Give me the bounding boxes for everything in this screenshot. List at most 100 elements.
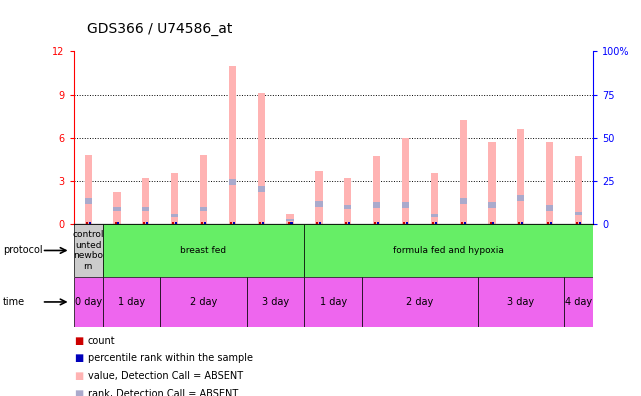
Bar (460, 120, 467, 224)
Text: formula fed and hypoxia: formula fed and hypoxia (394, 246, 504, 255)
Text: 3 day: 3 day (507, 297, 535, 307)
Bar (204, 222, 206, 224)
Bar (517, 195, 524, 201)
Bar (575, 212, 582, 215)
Bar (344, 205, 351, 209)
Bar (117, 222, 119, 224)
Text: rank, Detection Call = ABSENT: rank, Detection Call = ABSENT (88, 389, 238, 396)
Bar (579, 222, 581, 224)
Bar (319, 222, 321, 224)
Text: ■: ■ (74, 371, 83, 381)
Bar (517, 129, 524, 224)
Bar (550, 222, 552, 224)
Bar (317, 222, 319, 224)
Bar (304, 224, 593, 277)
Bar (171, 173, 178, 224)
Bar (258, 187, 265, 192)
Bar (432, 222, 434, 224)
Bar (406, 222, 408, 224)
Bar (86, 222, 88, 224)
Bar (521, 222, 523, 224)
Bar (262, 222, 263, 224)
Bar (373, 202, 380, 208)
Bar (287, 214, 294, 224)
Bar (344, 178, 351, 224)
Bar (172, 222, 174, 224)
Bar (247, 277, 304, 327)
Bar (171, 214, 178, 217)
Bar (290, 222, 292, 224)
Bar (115, 222, 117, 224)
Bar (229, 179, 236, 185)
Text: 2 day: 2 day (190, 297, 217, 307)
Bar (490, 222, 492, 224)
Text: 0 day: 0 day (74, 297, 102, 307)
Bar (374, 222, 376, 224)
Bar (431, 214, 438, 217)
Text: time: time (3, 297, 26, 307)
Text: value, Detection Call = ABSENT: value, Detection Call = ABSENT (88, 371, 243, 381)
Bar (403, 222, 405, 224)
Bar (144, 222, 146, 224)
Bar (142, 207, 149, 211)
Bar (373, 156, 380, 224)
Bar (315, 171, 322, 224)
Bar (230, 222, 232, 224)
Bar (85, 155, 92, 224)
Bar (488, 202, 495, 208)
Text: ■: ■ (74, 335, 83, 346)
Bar (546, 205, 553, 211)
Text: 1 day: 1 day (118, 297, 145, 307)
Bar (461, 222, 463, 224)
Text: percentile rank within the sample: percentile rank within the sample (88, 353, 253, 364)
Bar (88, 222, 90, 224)
Bar (547, 222, 549, 224)
Bar (258, 93, 265, 224)
Bar (146, 222, 148, 224)
Text: control
unted
newbo
rn: control unted newbo rn (72, 230, 104, 270)
Bar (229, 66, 236, 224)
Bar (463, 222, 465, 224)
Bar (492, 222, 494, 224)
Bar (478, 277, 564, 327)
Bar (200, 155, 207, 224)
Bar (113, 207, 121, 211)
Text: ■: ■ (74, 389, 83, 396)
Text: breast fed: breast fed (181, 246, 226, 255)
Bar (519, 222, 520, 224)
Text: protocol: protocol (3, 246, 43, 255)
Text: count: count (88, 335, 115, 346)
Bar (142, 178, 149, 224)
Bar (74, 277, 103, 327)
Text: GDS366 / U74586_at: GDS366 / U74586_at (87, 22, 232, 36)
Bar (564, 277, 593, 327)
Bar (402, 202, 409, 208)
Bar (546, 142, 553, 224)
Bar (576, 222, 578, 224)
Bar (435, 222, 437, 224)
Bar (103, 277, 160, 327)
Bar (377, 222, 379, 224)
Bar (113, 192, 121, 224)
Text: ■: ■ (74, 353, 83, 364)
Bar (348, 222, 350, 224)
Bar (345, 222, 347, 224)
Bar (460, 198, 467, 204)
Bar (103, 224, 304, 277)
Bar (201, 222, 203, 224)
Bar (259, 222, 261, 224)
Bar (175, 222, 177, 224)
Bar (160, 277, 247, 327)
Bar (315, 201, 322, 207)
Bar (362, 277, 478, 327)
Text: 3 day: 3 day (262, 297, 289, 307)
Bar (85, 198, 92, 204)
Bar (304, 277, 362, 327)
Bar (74, 224, 103, 277)
Bar (287, 219, 294, 221)
Bar (233, 222, 235, 224)
Bar (200, 207, 207, 211)
Bar (575, 156, 582, 224)
Text: 4 day: 4 day (565, 297, 592, 307)
Text: 2 day: 2 day (406, 297, 433, 307)
